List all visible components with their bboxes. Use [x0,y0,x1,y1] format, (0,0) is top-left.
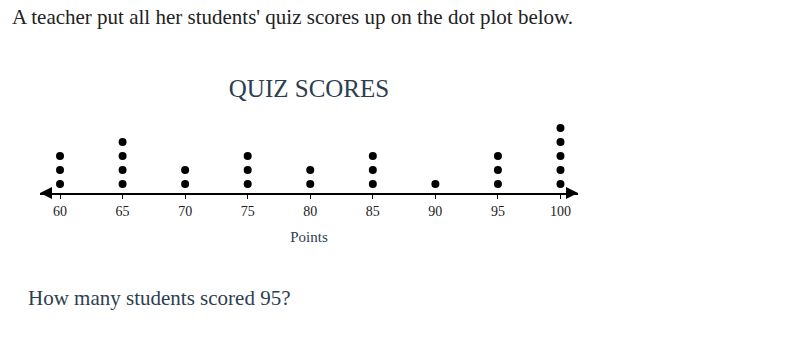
svg-text:60: 60 [53,204,67,219]
svg-text:Points: Points [290,229,328,245]
svg-text:90: 90 [428,204,442,219]
svg-text:65: 65 [116,204,130,219]
svg-text:100: 100 [550,204,571,219]
svg-text:75: 75 [241,204,255,219]
html-text:How many students scored 95?: How many students scored 95? [28,286,291,310]
svg-text:80: 80 [303,204,317,219]
svg-text:70: 70 [178,204,192,219]
html-text:A teacher put all her students: A teacher put all her students' quiz sco… [12,5,574,29]
svg-text:QUIZ SCORES: QUIZ SCORES [229,75,389,102]
svg-text:85: 85 [366,204,380,219]
svg-text:95: 95 [491,204,505,219]
